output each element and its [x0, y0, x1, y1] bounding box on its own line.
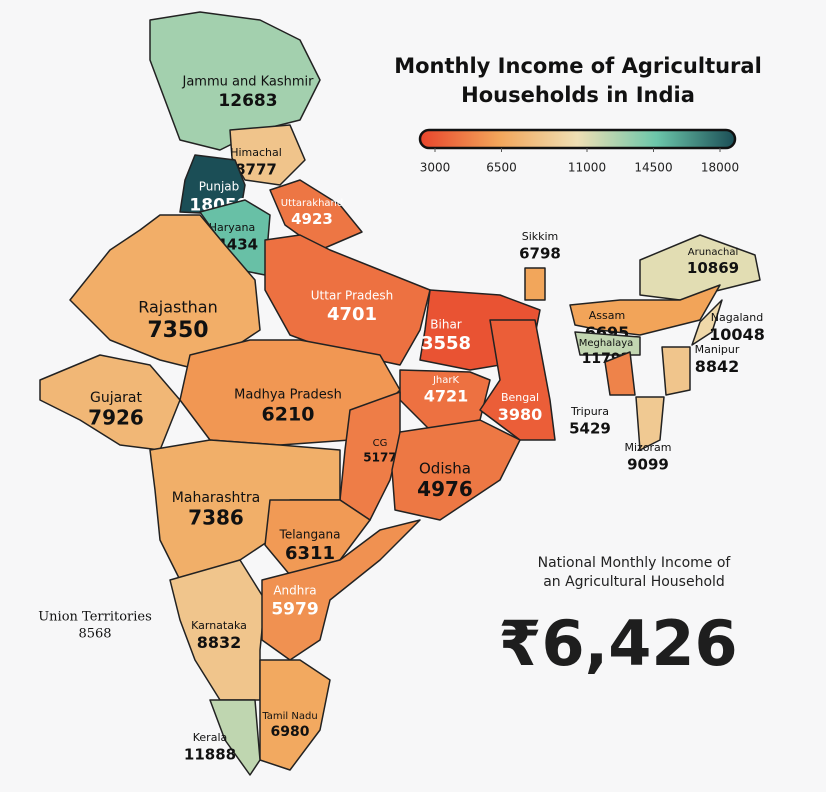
- region-value: 6311: [285, 543, 335, 564]
- region: [574, 331, 641, 356]
- region-name: Madhya Pradesh: [234, 388, 342, 403]
- region-value: 11888: [184, 746, 236, 764]
- region-name: Uttar Pradesh: [311, 289, 393, 303]
- region: [524, 267, 546, 301]
- region-value: 3558: [421, 333, 471, 354]
- region-name: Arunachal: [688, 247, 739, 258]
- region-value: 7386: [188, 506, 244, 530]
- colorbar-tick-label: 11000: [568, 161, 606, 175]
- national-value: ₹6,426: [498, 607, 737, 680]
- region-name: Andhra: [273, 584, 316, 598]
- region-name: Rajasthan: [138, 298, 218, 317]
- region-name: Bengal: [501, 391, 539, 404]
- region-value: 8777: [235, 161, 277, 179]
- region-name: Tripura: [570, 405, 609, 418]
- region: [339, 391, 401, 521]
- region-name: Kerala: [193, 731, 228, 744]
- region-name: JharK: [432, 375, 460, 386]
- region: [229, 124, 306, 186]
- region: [691, 299, 723, 346]
- region-name: Haryana: [209, 221, 256, 234]
- region-name: Uttarakhand: [281, 198, 343, 209]
- region: [661, 346, 691, 396]
- region-name: Karnataka: [191, 619, 247, 632]
- colorbar-tick-label: 3000: [420, 161, 451, 175]
- region: [639, 234, 761, 301]
- title-line: Households in India: [461, 83, 695, 107]
- region-value: 4923: [291, 210, 333, 228]
- region-value: 9099: [627, 456, 669, 474]
- region-name: Nagaland: [711, 311, 763, 324]
- region-name: Maharashtra: [172, 490, 260, 506]
- region-value: 10048: [709, 325, 765, 344]
- region-value: 10869: [687, 259, 739, 277]
- region: [569, 284, 721, 336]
- colorbar-tick-label: 14500: [634, 161, 672, 175]
- colorbar: [418, 128, 737, 150]
- colorbar-tick-label: 6500: [486, 161, 517, 175]
- region: [209, 699, 261, 776]
- region-value: 7926: [88, 406, 144, 430]
- region-value: 8832: [197, 633, 242, 652]
- region-name: Himachal: [230, 146, 282, 159]
- region-name: Assam: [589, 309, 625, 322]
- national-label: National Monthly Income of: [538, 555, 732, 571]
- region-name: CG: [373, 438, 388, 449]
- region-value: 3980: [498, 405, 543, 424]
- region-name: Tamil Nadu: [261, 711, 317, 722]
- colorbar-tick-label: 18000: [701, 161, 739, 175]
- region-name: Meghalaya: [579, 338, 634, 349]
- region: [264, 234, 431, 366]
- region-value: 5429: [569, 420, 611, 438]
- region: [391, 419, 521, 521]
- region-value: 6980: [271, 724, 310, 740]
- region-value: 6798: [519, 245, 561, 263]
- region-value: 5177: [363, 451, 396, 465]
- title-line: Monthly Income of Agricultural: [394, 54, 762, 78]
- region: [479, 319, 556, 441]
- region-name: Manipur: [695, 343, 740, 356]
- region-name: Telangana: [279, 528, 341, 542]
- region-value: 6210: [262, 404, 315, 426]
- region: [635, 396, 665, 451]
- region: [261, 519, 421, 661]
- region: [149, 11, 321, 151]
- region-name: Mizoram: [624, 441, 671, 454]
- region-value: 8842: [695, 357, 740, 376]
- region-value: 7350: [147, 318, 208, 343]
- region-name: Odisha: [419, 460, 471, 478]
- region: [604, 351, 636, 396]
- region-name: Bihar: [430, 318, 462, 332]
- region-name: Punjab: [199, 180, 240, 194]
- region-name: Gujarat: [90, 390, 143, 406]
- region-value: 8568: [78, 627, 111, 642]
- region: [269, 179, 363, 251]
- region-value: 4701: [327, 304, 377, 325]
- region-name: Sikkim: [522, 230, 559, 243]
- national-label: an Agricultural Household: [543, 574, 725, 590]
- region-name: Union Territories: [38, 610, 152, 625]
- region-value: 12683: [218, 91, 277, 111]
- region-value: 5979: [271, 600, 318, 620]
- region-name: Jammu and Kashmir: [182, 75, 315, 90]
- region: [259, 659, 331, 771]
- region-value: 4721: [424, 387, 469, 406]
- region-value: 4976: [417, 477, 473, 501]
